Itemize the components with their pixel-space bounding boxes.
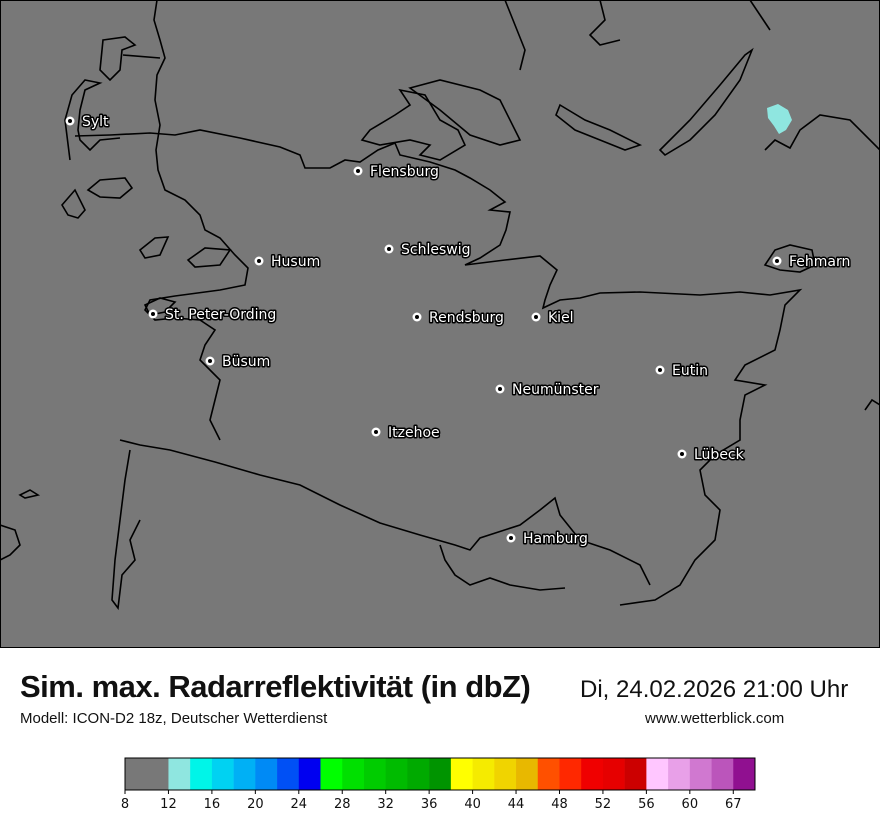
city-dot-center <box>658 368 662 372</box>
city-dot-center <box>498 387 502 391</box>
colorbar-bin <box>168 758 191 790</box>
forecast-datetime: Di, 24.02.2026 21:00 Uhr <box>580 676 849 703</box>
city-dot-center <box>415 315 419 319</box>
colorbar-frame <box>124 757 756 791</box>
colorbar-tick-label: 12 <box>160 797 177 812</box>
colorbar-tick-label: 67 <box>725 797 742 812</box>
city-dot-center <box>509 536 513 540</box>
city-kiel: Kiel <box>531 309 575 328</box>
city-label: Neumünster <box>512 382 599 398</box>
city-label: Flensburg <box>370 164 439 180</box>
colorbar-bin <box>255 758 278 790</box>
city-eutin: Eutin <box>655 362 709 381</box>
colorbar-bin <box>363 758 386 790</box>
colorbar-tick-label: 60 <box>682 797 699 812</box>
colorbar-tick-label: 28 <box>334 797 351 812</box>
city-label: Lübeck <box>694 447 745 463</box>
city-dot-center <box>68 119 72 123</box>
colorbar-tick-label: 56 <box>638 797 655 812</box>
city-lübeck: Lübeck <box>677 446 746 465</box>
colorbar-bin <box>733 758 756 790</box>
city-label: Büsum <box>222 354 270 370</box>
colorbar-bin <box>211 758 234 790</box>
city-label: Rendsburg <box>429 310 504 326</box>
colorbar-bin <box>385 758 408 790</box>
colorbar-bin <box>711 758 734 790</box>
colorbar-bin <box>277 758 300 790</box>
city-label: Husum <box>271 254 320 270</box>
city-sylt: Sylt <box>65 113 111 132</box>
city-dot-center <box>151 312 155 316</box>
website-link[interactable]: www.wetterblick.com <box>645 710 785 727</box>
city-dot-center <box>680 452 684 456</box>
map-title: Sim. max. Radarreflektivität (in dbZ) <box>20 669 531 704</box>
colorbar-bin <box>320 758 343 790</box>
colorbar-tick-label: 16 <box>204 797 221 812</box>
city-label: Hamburg <box>523 531 588 547</box>
city-label: Itzehoe <box>388 425 440 441</box>
city-dot-center <box>257 259 261 263</box>
city-dot-center <box>387 247 391 251</box>
city-markers: Sylt Flensburg Schleswig Husum Fehmarn St. Pe… <box>65 113 852 549</box>
colorbar-bin <box>689 758 712 790</box>
city-dot-center <box>356 169 360 173</box>
model-info: Modell: ICON-D2 18z, Deutscher Wetterdie… <box>20 710 328 727</box>
colorbar-tick-label: 52 <box>595 797 612 812</box>
colorbar-bin <box>342 758 365 790</box>
city-rendsburg: Rendsburg <box>412 309 505 328</box>
colorbar-bin <box>429 758 452 790</box>
city-fehmarn: Fehmarn <box>772 253 852 272</box>
colorbar-bin <box>407 758 430 790</box>
colorbar-bin <box>298 758 321 790</box>
colorbar-tick-label: 48 <box>551 797 568 812</box>
map-background <box>0 0 880 648</box>
weather-map: Sylt Flensburg Schleswig Husum Fehmarn St. Pe… <box>0 0 880 648</box>
colorbar-bin <box>668 758 691 790</box>
city-label: Schleswig <box>401 242 470 258</box>
colorbar-bin <box>559 758 582 790</box>
colorbar-bin <box>190 758 213 790</box>
city-label: Kiel <box>548 310 574 326</box>
city-dot-center <box>208 359 212 363</box>
colorbar-bin <box>472 758 495 790</box>
city-label: St. Peter-Ording <box>165 307 276 323</box>
radar-echo <box>767 104 792 134</box>
colorbar-tick-label: 32 <box>377 797 394 812</box>
city-dot-center <box>775 259 779 263</box>
colorbar-bin <box>233 758 256 790</box>
colorbar-legend: 8 12 16 20 24 28 32 36 40 44 48 52 56 60 67 <box>121 757 756 812</box>
colorbar-bin <box>516 758 539 790</box>
city-label: Eutin <box>672 363 708 379</box>
city-dot-center <box>534 315 538 319</box>
city-schleswig: Schleswig <box>384 241 472 260</box>
colorbar-bin <box>646 758 669 790</box>
colorbar-bin <box>581 758 604 790</box>
colorbar-tick-label: 40 <box>464 797 481 812</box>
colorbar-bin <box>537 758 560 790</box>
colorbar-bin <box>624 758 647 790</box>
city-husum: Husum <box>254 253 322 272</box>
city-itzehoe: Itzehoe <box>371 424 441 443</box>
colorbar-tick-label: 44 <box>508 797 525 812</box>
colorbar-bin <box>602 758 625 790</box>
city-flensburg: Flensburg <box>353 163 440 182</box>
colorbar-bin <box>125 758 169 790</box>
colorbar-tick-label: 36 <box>421 797 438 812</box>
colorbar-bin <box>494 758 517 790</box>
city-st-peter-ording: St. Peter-Ording <box>148 306 278 325</box>
colorbar-tick-label: 20 <box>247 797 264 812</box>
colorbar-tick-label: 8 <box>121 797 129 812</box>
city-neumünster: Neumünster <box>495 381 600 400</box>
coastlines <box>0 0 880 611</box>
city-büsum: Büsum <box>205 353 272 372</box>
city-dot-center <box>374 430 378 434</box>
colorbar-bin <box>450 758 473 790</box>
city-hamburg: Hamburg <box>506 530 589 549</box>
city-label: Sylt <box>82 114 109 130</box>
colorbar-tick-label: 24 <box>291 797 308 812</box>
city-label: Fehmarn <box>789 254 850 270</box>
